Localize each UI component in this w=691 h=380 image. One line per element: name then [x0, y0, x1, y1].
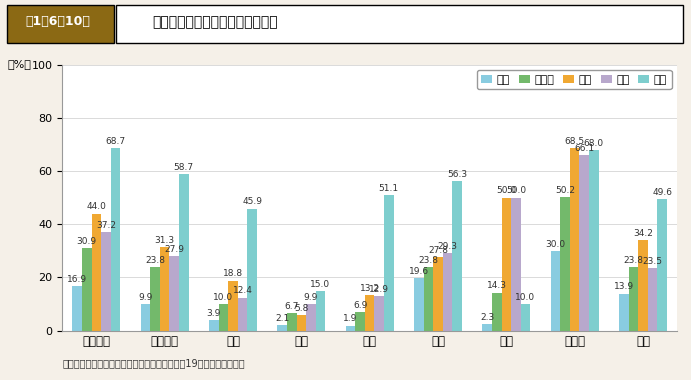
- Text: 34.2: 34.2: [633, 228, 653, 238]
- Bar: [141, 304, 151, 331]
- Text: 2.3: 2.3: [480, 314, 494, 322]
- Text: 68.0: 68.0: [584, 139, 604, 147]
- Text: 6.7: 6.7: [285, 302, 299, 311]
- Bar: [657, 199, 667, 331]
- Text: 49.6: 49.6: [652, 188, 672, 196]
- Bar: [111, 148, 120, 331]
- Text: 12.9: 12.9: [369, 285, 389, 294]
- Text: 23.5: 23.5: [643, 257, 663, 266]
- FancyBboxPatch shape: [116, 5, 683, 43]
- Bar: [482, 325, 492, 331]
- Text: 12.4: 12.4: [233, 287, 252, 296]
- Bar: [287, 313, 296, 331]
- Bar: [414, 279, 424, 331]
- Bar: [346, 326, 355, 331]
- Text: 29.3: 29.3: [437, 242, 457, 250]
- Bar: [306, 304, 316, 331]
- Bar: [433, 256, 443, 331]
- Bar: [511, 198, 521, 331]
- Text: 6.9: 6.9: [353, 301, 368, 310]
- Bar: [638, 240, 647, 331]
- Text: 30.9: 30.9: [77, 237, 97, 246]
- Bar: [82, 249, 92, 331]
- Bar: [629, 267, 638, 331]
- Text: 第1－6－10図: 第1－6－10図: [25, 15, 90, 28]
- Y-axis label: （%）: （%）: [7, 59, 31, 69]
- Text: 1.9: 1.9: [343, 314, 358, 323]
- Text: 2.1: 2.1: [275, 314, 290, 323]
- Text: 58.7: 58.7: [173, 163, 194, 173]
- Bar: [92, 214, 101, 331]
- Text: 10.0: 10.0: [515, 293, 536, 302]
- Bar: [228, 280, 238, 331]
- Bar: [453, 181, 462, 331]
- Bar: [619, 294, 629, 331]
- Text: 16.9: 16.9: [67, 274, 87, 283]
- Text: 9.9: 9.9: [138, 293, 153, 302]
- Text: 45.9: 45.9: [242, 197, 262, 206]
- Bar: [492, 293, 502, 331]
- Text: 66.1: 66.1: [574, 144, 594, 153]
- Bar: [647, 268, 657, 331]
- FancyBboxPatch shape: [7, 5, 114, 43]
- Text: 13.2: 13.2: [360, 284, 379, 293]
- Bar: [589, 150, 598, 331]
- Bar: [218, 304, 228, 331]
- Bar: [277, 325, 287, 331]
- Text: 56.3: 56.3: [447, 170, 467, 179]
- Bar: [570, 148, 580, 331]
- Bar: [101, 232, 111, 331]
- Bar: [580, 155, 589, 331]
- Text: 23.8: 23.8: [419, 256, 439, 265]
- Bar: [238, 298, 247, 331]
- Bar: [384, 195, 394, 331]
- Text: 19.6: 19.6: [409, 268, 429, 276]
- Text: 27.9: 27.9: [164, 245, 184, 254]
- Text: 44.0: 44.0: [86, 203, 106, 211]
- Bar: [247, 209, 257, 331]
- Text: （備考）　文部科学者「学校基本調査」（平成19年度）より作成。: （備考） 文部科学者「学校基本調査」（平成19年度）より作成。: [62, 359, 245, 369]
- Text: 14.3: 14.3: [486, 282, 507, 290]
- Bar: [179, 174, 189, 331]
- Bar: [551, 251, 560, 331]
- Text: 51.1: 51.1: [379, 184, 399, 193]
- Text: 15.0: 15.0: [310, 280, 330, 288]
- Bar: [443, 253, 453, 331]
- Legend: 教授, 准教授, 講師, 助教, 助手: 教授, 准教授, 講師, 助教, 助手: [477, 70, 672, 89]
- Bar: [365, 296, 375, 331]
- Text: 50.0: 50.0: [496, 187, 516, 195]
- Bar: [560, 197, 570, 331]
- Bar: [169, 256, 179, 331]
- Text: 大学教員における分野別女性割合: 大学教員における分野別女性割合: [152, 15, 278, 29]
- Bar: [209, 320, 218, 331]
- Text: 50.0: 50.0: [506, 187, 526, 195]
- Bar: [521, 304, 530, 331]
- Text: 18.8: 18.8: [223, 269, 243, 279]
- Text: 23.8: 23.8: [145, 256, 165, 265]
- Text: 68.5: 68.5: [565, 137, 585, 146]
- Bar: [73, 286, 82, 331]
- Text: 13.9: 13.9: [614, 282, 634, 291]
- Bar: [151, 267, 160, 331]
- Text: 27.8: 27.8: [428, 245, 448, 255]
- Bar: [316, 291, 325, 331]
- Text: 30.0: 30.0: [545, 240, 566, 249]
- Bar: [375, 296, 384, 331]
- Text: 3.9: 3.9: [207, 309, 221, 318]
- Text: 68.7: 68.7: [106, 137, 126, 146]
- Bar: [502, 198, 511, 331]
- Bar: [355, 312, 365, 331]
- Text: 10.0: 10.0: [214, 293, 234, 302]
- Text: 23.8: 23.8: [623, 256, 643, 265]
- Text: 31.3: 31.3: [155, 236, 175, 245]
- Text: 37.2: 37.2: [96, 220, 116, 230]
- Text: 9.9: 9.9: [304, 293, 318, 302]
- Text: 50.2: 50.2: [555, 186, 575, 195]
- Bar: [296, 315, 306, 331]
- Bar: [160, 247, 169, 331]
- Text: 5.8: 5.8: [294, 304, 309, 313]
- Bar: [424, 267, 433, 331]
